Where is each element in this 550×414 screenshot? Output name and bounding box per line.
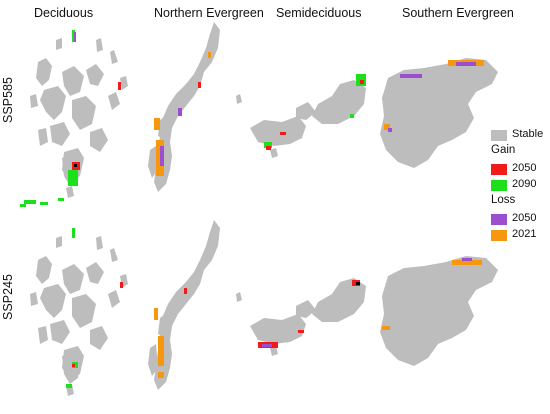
legend-label-loss-2050: 2050 — [512, 212, 537, 224]
panel-ssp245-southern-evergreen — [380, 256, 498, 366]
column-title-northern-evergreen: Northern Evergreen — [154, 6, 264, 20]
panel-ssp245-semideciduous — [236, 278, 366, 356]
panel-ssp245-deciduous — [30, 228, 128, 396]
panel-ssp585-northern-evergreen — [148, 22, 220, 192]
legend-swatch-loss-2021 — [491, 230, 507, 241]
column-title-semideciduous: Semideciduous — [276, 6, 362, 20]
legend-label-loss-2021: 2021 — [512, 228, 537, 240]
panel-ssp245-northern-evergreen — [148, 220, 220, 390]
legend-swatch-stable — [491, 130, 507, 141]
column-title-southern-evergreen: Southern Evergreen — [402, 6, 514, 20]
legend-swatch-gain-2050 — [491, 164, 507, 175]
legend-swatch-loss-2050 — [491, 214, 507, 225]
legend-item-loss-2021: 2021 — [491, 228, 536, 244]
legend-label-gain-2050: 2050 — [512, 162, 537, 174]
panel-ssp585-semideciduous — [236, 74, 366, 158]
legend-label-stable: Stable — [512, 128, 544, 140]
legend-item-gain-2090: 2090 — [491, 178, 536, 194]
legend-swatch-gain-2090 — [491, 180, 507, 191]
legend-item-gain-2050: 2050 — [491, 162, 536, 178]
legend-item-loss-2050: 2050 — [491, 212, 536, 228]
panel-ssp585-southern-evergreen — [380, 58, 498, 168]
legend-gain-title: Gain — [491, 144, 516, 156]
column-title-deciduous: Deciduous — [34, 6, 94, 20]
legend-item-stable: Stable — [491, 128, 543, 144]
legend-loss-title: Loss — [491, 194, 516, 206]
legend-label-gain-2090: 2090 — [512, 178, 537, 190]
map-legend: Stable Gain 2050 2090 Loss 2050 2021 — [491, 128, 543, 244]
panel-ssp585-deciduous — [20, 30, 128, 207]
